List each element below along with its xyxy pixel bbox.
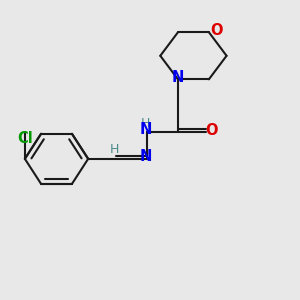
Text: O: O <box>210 23 223 38</box>
Text: N: N <box>172 70 184 86</box>
Text: H: H <box>141 117 150 130</box>
Text: N: N <box>140 122 152 137</box>
Text: O: O <box>206 123 218 138</box>
Text: N: N <box>140 149 152 164</box>
Text: H: H <box>110 143 119 157</box>
Text: Cl: Cl <box>17 131 33 146</box>
